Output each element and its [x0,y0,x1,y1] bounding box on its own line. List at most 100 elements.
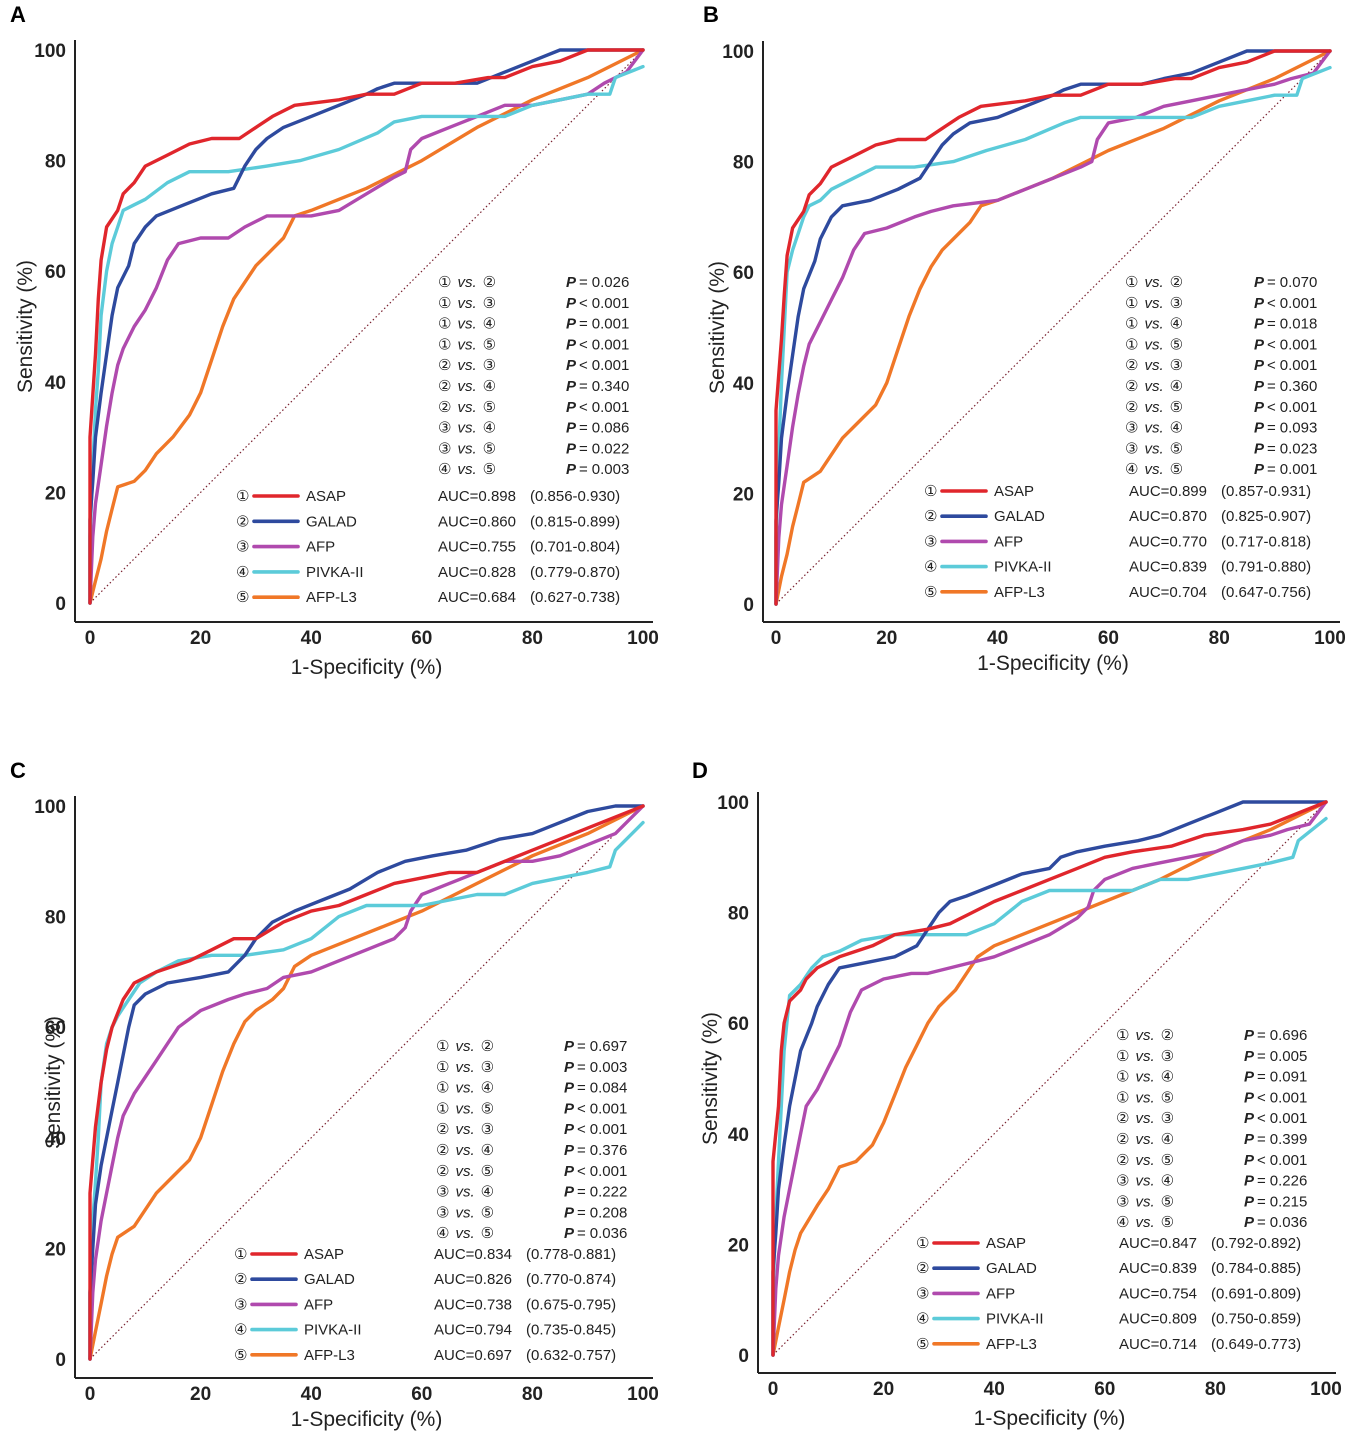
p-operator: < [577,1100,586,1117]
comparison-p: P = 0.376 [564,1142,627,1159]
legend-ci: (0.717-0.818) [1221,533,1311,550]
legend-label: AFP [994,533,1023,550]
legend-label: AFP-L3 [304,1347,355,1364]
vs-text: vs. [457,461,476,478]
p-symbol: P [564,1225,575,1242]
y-axis-label: Sensitivity (%) [42,1016,65,1149]
legend-label: AFP-L3 [994,584,1045,601]
p-operator: = [577,1080,586,1097]
comparison-a: ② [436,1142,449,1159]
comparison-p: P = 0.222 [564,1184,627,1201]
comparison-b: ④ [483,378,496,395]
y-tick-label: 40 [728,1125,749,1146]
comparison-pair: ③ vs. ④ [436,1184,494,1201]
vs-text: vs. [457,316,476,333]
roc-curve-pivka-ii [88,64,645,605]
legend-label: PIVKA-II [994,559,1052,576]
panel-d: D 0 20 40 60 80 100 0 20 40 60 80 100 1-Specificity (… [692,758,1342,1430]
comparison-b: ⑤ [481,1225,494,1242]
vs-text: vs. [1135,1089,1154,1106]
p-operator: < [579,399,588,416]
p-value: 0.023 [1280,440,1318,457]
p-symbol: P [566,295,577,312]
legend-number: ④ [924,559,937,576]
y-tick-label: 60 [45,262,66,283]
p-operator: < [1267,336,1276,353]
comparison-pair: ① vs. ④ [436,1080,494,1097]
legend-number: ② [916,1260,929,1277]
vs-text: vs. [455,1100,474,1117]
vs-text: vs. [457,399,476,416]
comparison-a: ① [438,316,451,333]
comparison-a: ③ [1125,420,1138,437]
comparison-a: ① [436,1080,449,1097]
comparison-b: ④ [1170,420,1183,437]
p-operator: = [579,274,588,291]
legend-ci: (0.649-0.773) [1211,1336,1301,1353]
comparison-a: ① [1116,1069,1129,1086]
p-symbol: P [1254,295,1265,312]
comparison-p: P <0.001 [564,1100,627,1117]
comparison-a: ③ [1125,440,1138,457]
legend-auc: AUC=0.809 [1119,1311,1197,1328]
vs-text: vs. [1135,1131,1154,1148]
roc-curve-afp-l3 [774,49,1332,606]
vs-text: vs. [1144,316,1163,333]
vs-text: vs. [1135,1173,1154,1190]
p-symbol: P [1244,1131,1255,1148]
legend-number: ⑤ [916,1336,929,1353]
comparison-p: P = 0.360 [1254,378,1317,395]
p-symbol: P [1254,461,1265,478]
x-tick-label: 20 [190,1384,211,1405]
p-operator: = [579,461,588,478]
vs-text: vs. [455,1080,474,1097]
comparison-a: ④ [436,1225,449,1242]
legend-number: ① [236,488,249,505]
comparison-pair: ② vs. ⑤ [1125,399,1183,416]
vs-text: vs. [455,1225,474,1242]
p-symbol: P [566,420,577,437]
legend-ci: (0.770-0.874) [526,1271,616,1288]
p-operator: < [579,357,588,374]
comparison-pair: ① vs. ⑤ [1125,336,1183,353]
p-symbol: P [566,316,577,333]
comparison-a: ① [436,1100,449,1117]
comparison-p: P <0.001 [1244,1089,1307,1106]
legend-auc: AUC=0.754 [1119,1285,1197,1302]
y-tick-label: 100 [34,797,66,818]
roc-curve-afp-l3 [88,804,645,1361]
p-operator: = [1267,316,1276,333]
comparison-pair: ③ vs. ⑤ [1116,1193,1174,1210]
p-operator: < [1267,357,1276,374]
p-value: 0.001 [592,316,630,333]
legend-auc: AUC=0.834 [434,1246,512,1263]
p-value: 0.026 [592,274,630,291]
legend-ci: (0.784-0.885) [1211,1260,1301,1277]
p-symbol: P [564,1142,575,1159]
comparison-b: ⑤ [1161,1089,1174,1106]
p-symbol: P [564,1038,575,1055]
legend-auc: AUC=0.839 [1119,1260,1197,1277]
vs-text: vs. [455,1142,474,1159]
x-tick-label: 80 [522,1384,543,1405]
y-tick-label: 40 [45,1129,66,1150]
comparison-b: ④ [481,1184,494,1201]
comparison-a: ③ [438,440,451,457]
legend-label: PIVKA-II [306,564,364,581]
p-operator: = [579,420,588,437]
comparison-p: P = 0.036 [1244,1214,1307,1231]
x-tick-label: 40 [301,628,322,649]
p-symbol: P [1244,1089,1255,1106]
comparison-b: ③ [1161,1110,1174,1127]
vs-text: vs. [457,357,476,374]
p-symbol: P [564,1184,575,1201]
comparison-pair: ① vs. ② [1125,274,1183,291]
legend-label: ASAP [306,488,346,505]
comparison-pair: ② vs. ⑤ [438,399,496,416]
legend-label: GALAD [994,508,1045,525]
roc-curve-afp [771,800,1328,1357]
p-value: 0.001 [1280,295,1318,312]
legend-number: ④ [236,564,249,581]
comparison-pair: ③ vs. ④ [1125,420,1183,437]
x-tick-label: 20 [876,628,897,649]
